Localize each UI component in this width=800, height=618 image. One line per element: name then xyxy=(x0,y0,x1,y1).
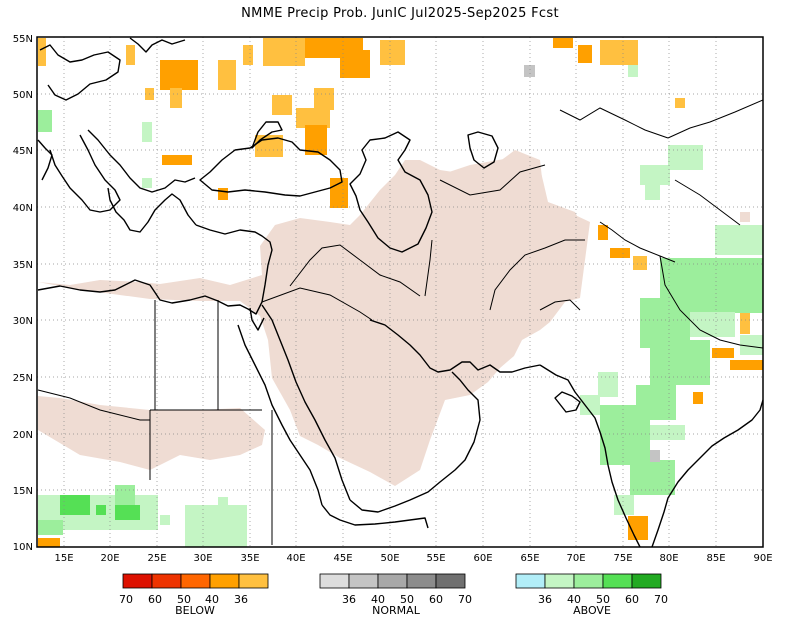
aral-sea xyxy=(467,131,499,169)
legend-tick: 60 xyxy=(429,593,443,606)
lat-label: 50N xyxy=(13,90,33,101)
lat-label: 40N xyxy=(13,203,33,214)
legend-swatch xyxy=(238,573,269,589)
legend-swatch xyxy=(435,573,466,589)
lon-label: 85E xyxy=(706,553,725,564)
legend-swatch xyxy=(209,573,240,589)
legend-tick: 60 xyxy=(148,593,162,606)
legend-swatch xyxy=(515,573,546,589)
lon-label: 55E xyxy=(426,553,445,564)
legend-swatch xyxy=(602,573,633,589)
europe-top xyxy=(39,44,121,101)
caspian-coast xyxy=(349,131,433,253)
legend-swatch xyxy=(631,573,662,589)
legend-swatch xyxy=(573,573,604,589)
horn-of-africa xyxy=(321,504,429,529)
above-normal-cells xyxy=(38,65,763,547)
legend-swatch xyxy=(348,573,379,589)
india-east-coast xyxy=(651,399,764,548)
graticule xyxy=(37,37,763,547)
legend-tick: 50 xyxy=(596,593,610,606)
legend-tick: 40 xyxy=(371,593,385,606)
lon-label: 25E xyxy=(147,553,166,564)
coastlines xyxy=(37,37,764,548)
legend-title-below: BELOW xyxy=(175,604,215,617)
legend-below: 70 60 50 40 36 BELOW xyxy=(119,573,269,617)
lon-label: 35E xyxy=(240,553,259,564)
sahel-shading xyxy=(38,396,265,470)
lon-label: 80E xyxy=(659,553,678,564)
legend-tick: 60 xyxy=(625,593,639,606)
persian-gulf xyxy=(369,319,541,373)
lon-axis: 15E 20E 25E 30E 35E 40E 45E 50E 55E 60E … xyxy=(54,553,772,564)
map-frame xyxy=(36,36,764,548)
lat-label: 10N xyxy=(13,542,33,553)
legend-swatch xyxy=(151,573,182,589)
lon-label: 90E xyxy=(753,553,772,564)
legend-tick: 50 xyxy=(400,593,414,606)
legend-tick: 36 xyxy=(342,593,356,606)
legend-swatch xyxy=(180,573,211,589)
legend-tick: 40 xyxy=(205,593,219,606)
legend-tick: 36 xyxy=(538,593,552,606)
legend-swatch xyxy=(544,573,575,589)
lon-label: 40E xyxy=(286,553,305,564)
baltic-coast xyxy=(129,37,186,53)
legend-tick: 70 xyxy=(458,593,472,606)
legend-tick: 50 xyxy=(177,593,191,606)
legend-normal: 36 40 50 60 70 NORMAL xyxy=(319,573,472,617)
lon-label: 75E xyxy=(613,553,632,564)
legend-swatch xyxy=(406,573,437,589)
red-sea-west xyxy=(237,324,323,506)
lat-label: 30N xyxy=(13,316,33,327)
levant-coast xyxy=(195,224,273,303)
italy-coast xyxy=(49,134,121,213)
lat-axis: 55N 50N 45N 40N 35N 30N 25N 20N 15N 10N xyxy=(13,34,33,553)
lon-label: 70E xyxy=(566,553,585,564)
lon-label: 60E xyxy=(473,553,492,564)
country-borders xyxy=(37,99,764,545)
legend-tick: 36 xyxy=(234,593,248,606)
legend-tick: 70 xyxy=(119,593,133,606)
lon-label: 45E xyxy=(333,553,352,564)
arabia-south-east xyxy=(349,371,481,513)
below-normal-cells xyxy=(38,38,763,547)
legend-title-normal: NORMAL xyxy=(372,604,421,617)
lon-label: 30E xyxy=(193,553,212,564)
legend-swatch xyxy=(122,573,153,589)
lat-label: 55N xyxy=(13,34,33,45)
lat-label: 45N xyxy=(13,146,33,157)
normal-cell xyxy=(524,65,535,77)
red-sea-east xyxy=(261,304,351,501)
north-africa-coast xyxy=(37,279,263,315)
lat-label: 25N xyxy=(13,373,33,384)
black-sea-coast xyxy=(199,137,343,197)
lat-label: 35N xyxy=(13,260,33,271)
lat-label: 15N xyxy=(13,486,33,497)
map-title: NMME Precip Prob. JunIC Jul2025-Sep2025 … xyxy=(241,6,559,21)
dry-season-mask xyxy=(38,150,590,486)
lon-label: 50E xyxy=(380,553,399,564)
lon-label: 15E xyxy=(54,553,73,564)
balkan-coast xyxy=(87,129,196,193)
aegean-coast xyxy=(107,187,197,233)
west-med-coast xyxy=(37,139,53,181)
iran-afghan-shading xyxy=(430,158,585,352)
legend-title-above: ABOVE xyxy=(573,604,611,617)
map-panel xyxy=(37,37,764,548)
legend-tick: 40 xyxy=(567,593,581,606)
crimea xyxy=(251,121,283,149)
gujarat xyxy=(554,391,581,413)
sinai xyxy=(249,307,265,331)
legend-tick: 70 xyxy=(654,593,668,606)
lon-label: 20E xyxy=(100,553,119,564)
legend-swatch xyxy=(377,573,408,589)
legend-above: 36 40 50 60 70 ABOVE xyxy=(515,573,668,617)
lon-label: 65E xyxy=(520,553,539,564)
legend-swatch xyxy=(319,573,350,589)
lat-label: 20N xyxy=(13,430,33,441)
india-west-coast xyxy=(539,364,641,548)
